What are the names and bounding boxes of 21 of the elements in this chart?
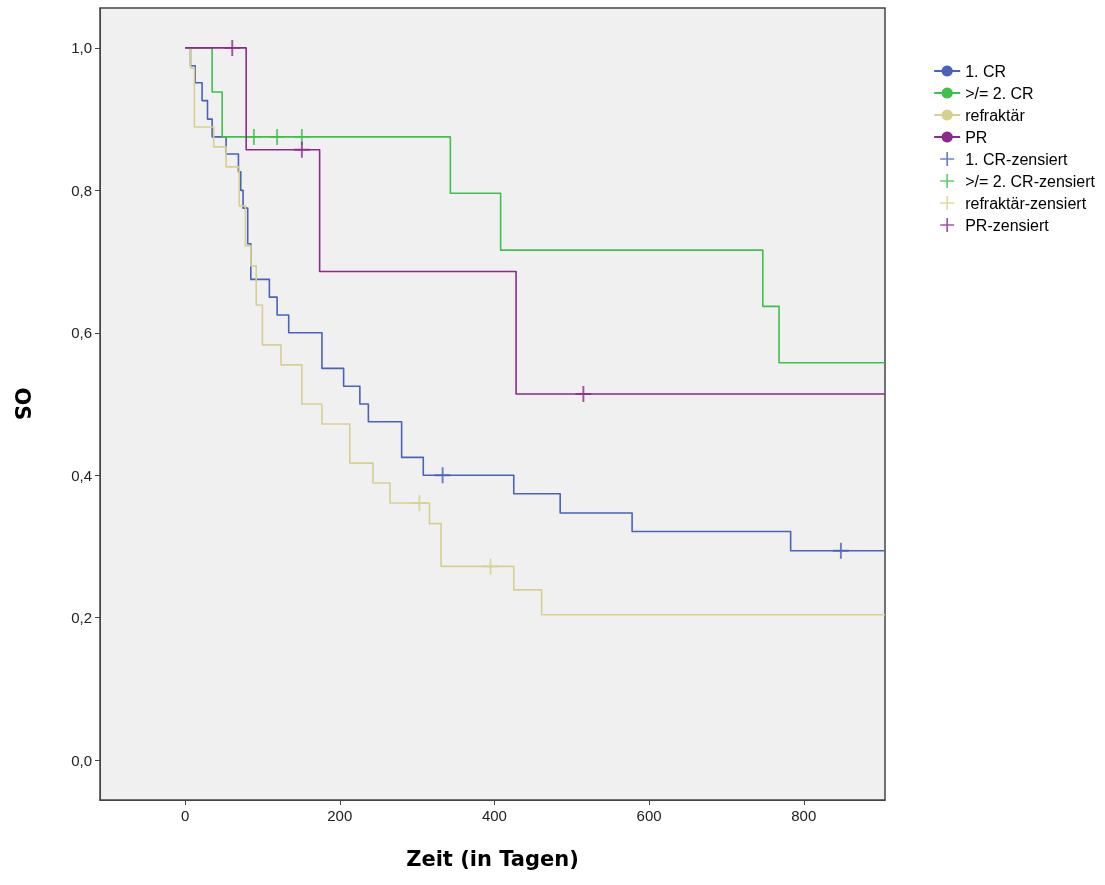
x-tick-label: 400	[481, 807, 507, 824]
legend-label: refraktär-zensiert	[965, 194, 1087, 212]
y-tick-label: 0,8	[71, 181, 92, 199]
x-axis-title: Zeit (in Tagen)	[406, 846, 579, 871]
x-tick-label: 800	[791, 807, 817, 824]
legend-label: PR-zensiert	[965, 216, 1050, 234]
legend-label: PR	[965, 128, 988, 146]
y-tick-label: 0,4	[71, 466, 92, 484]
legend-label: 1. CR-zensiert	[965, 150, 1068, 168]
y-tick-label: 0,0	[71, 751, 92, 769]
legend-label: 1. CR	[965, 62, 1007, 80]
x-tick-label: 200	[327, 807, 353, 824]
x-tick-label: 600	[636, 807, 662, 824]
y-axis-title: OS	[9, 387, 34, 421]
y-tick-label: 0,6	[71, 324, 92, 342]
y-tick-label: 0,2	[71, 609, 92, 627]
x-tick-label: 0	[180, 807, 190, 824]
legend-label: >/= 2. CR-zensiert	[965, 172, 1096, 190]
legend-label: refraktär	[965, 106, 1026, 124]
legend-label: >/= 2. CR	[965, 84, 1034, 102]
y-tick-label: 1,0	[71, 39, 92, 57]
